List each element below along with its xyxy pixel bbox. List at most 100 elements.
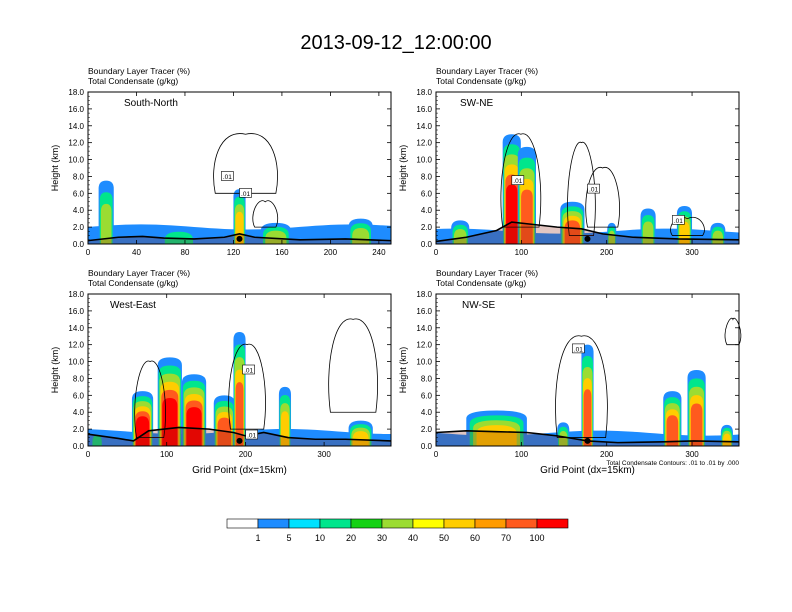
condensate-contour bbox=[228, 343, 266, 430]
colorbar-swatch bbox=[257, 518, 290, 529]
contour-label-box bbox=[221, 171, 234, 181]
panel-subtitle-line: Total Condensate (g/kg) bbox=[88, 76, 178, 86]
colorbar-label: 50 bbox=[439, 533, 449, 543]
contour-label-box bbox=[587, 183, 600, 194]
figure-title: 2013-09-12_12:00:00 bbox=[300, 32, 492, 54]
condensate-contour bbox=[670, 216, 705, 236]
y-tick-label: 2.0 bbox=[421, 223, 433, 232]
y-axis-label: Height (km) bbox=[50, 145, 60, 192]
y-tick-label: 14.0 bbox=[68, 324, 84, 333]
y-tick-label: 0.0 bbox=[421, 442, 433, 451]
y-tick-label: 18.0 bbox=[68, 88, 84, 97]
chart-panel-4: Boundary Layer Tracer (%) Total Condensat… bbox=[398, 268, 742, 476]
terrain-line bbox=[435, 221, 740, 243]
x-tick-label: 300 bbox=[685, 248, 699, 257]
colorbar-label: 70 bbox=[501, 533, 511, 543]
panel-subtitle-line: Total Condensate (g/kg) bbox=[88, 278, 178, 288]
x-tick-label: 300 bbox=[685, 450, 699, 459]
colorbar-swatch bbox=[381, 518, 414, 529]
tracer-tower bbox=[265, 230, 287, 244]
y-tick-label: 12.0 bbox=[416, 139, 432, 148]
y-tick-label: 6.0 bbox=[73, 391, 85, 400]
panel-subtitle-line: Boundary Layer Tracer (%) bbox=[436, 268, 538, 278]
x-tick-label: 200 bbox=[600, 450, 614, 459]
x-tick-label: 0 bbox=[434, 248, 439, 257]
contour-label: .01 bbox=[223, 174, 232, 181]
y-tick-label: 8.0 bbox=[421, 374, 433, 383]
colorbar-swatch bbox=[226, 518, 259, 529]
contour-label: .01 bbox=[244, 368, 253, 375]
x-tick-label: 0 bbox=[434, 450, 439, 459]
panel-label: SW-NE bbox=[460, 98, 493, 109]
terrain-line bbox=[435, 429, 740, 444]
condensate-contour bbox=[252, 200, 279, 228]
x-tick-label: 200 bbox=[239, 450, 253, 459]
contour-label: .01 bbox=[589, 187, 598, 194]
y-tick-label: 18.0 bbox=[68, 290, 84, 299]
contour-label: .01 bbox=[241, 191, 250, 198]
tracer-tower bbox=[690, 403, 703, 446]
panel-label: West-East bbox=[110, 300, 156, 311]
y-tick-label: 2.0 bbox=[421, 425, 433, 434]
panel-label: NW-SE bbox=[462, 300, 495, 311]
y-tick-label: 4.0 bbox=[73, 206, 85, 215]
chart-panel-3: Boundary Layer Tracer (%)Total Condensat… bbox=[50, 268, 392, 476]
x-tick-label: 120 bbox=[227, 248, 241, 257]
x-tick-label: 200 bbox=[600, 248, 614, 257]
y-tick-label: 4.0 bbox=[421, 408, 433, 417]
y-tick-label: 16.0 bbox=[68, 105, 84, 114]
tracer-tower bbox=[506, 184, 518, 244]
colorbar-swatch bbox=[319, 518, 352, 529]
y-tick-label: 8.0 bbox=[73, 374, 85, 383]
panel-subtitle-line: Total Condensate (g/kg) bbox=[436, 76, 526, 86]
condensate-contour bbox=[500, 133, 542, 228]
colorbar-swatch bbox=[536, 518, 569, 529]
location-marker bbox=[236, 235, 243, 242]
y-tick-label: 16.0 bbox=[68, 307, 84, 316]
location-marker bbox=[584, 235, 591, 242]
y-axis-label: Height (km) bbox=[398, 145, 408, 192]
tracer-tower bbox=[722, 433, 731, 446]
colorbar-swatch bbox=[505, 518, 538, 529]
tracer-tower bbox=[92, 434, 102, 446]
y-tick-label: 0.0 bbox=[421, 240, 433, 249]
x-axis-label: Grid Point (dx=15km) bbox=[192, 465, 287, 476]
condensate-contour bbox=[328, 318, 378, 413]
x-tick-label: 200 bbox=[324, 248, 338, 257]
contour-label-box bbox=[572, 343, 585, 354]
colorbar-label: 20 bbox=[346, 533, 356, 543]
tracer-tower bbox=[235, 382, 244, 446]
x-axis-label: Grid Point (dx=15km) bbox=[540, 465, 635, 476]
condensate-contour bbox=[567, 142, 596, 236]
contour-label-box bbox=[672, 215, 685, 225]
contour-label-box bbox=[239, 188, 252, 198]
tracer-tower bbox=[352, 431, 369, 446]
x-tick-label: 240 bbox=[372, 248, 386, 257]
contour-footnote: Total Condensate Contours: .01 to .01 by… bbox=[606, 460, 739, 467]
colorbar-label: 5 bbox=[286, 533, 291, 543]
colorbar: 1 5 10 20 30 40 50 60 70 100 bbox=[226, 518, 569, 543]
contour-label: .01 bbox=[513, 178, 522, 185]
tracer-tower bbox=[453, 229, 467, 244]
x-tick-label: 0 bbox=[86, 450, 91, 459]
colorbar-label: 30 bbox=[377, 533, 387, 543]
x-tick-label: 300 bbox=[317, 450, 331, 459]
contour-label-box bbox=[242, 364, 255, 375]
y-tick-label: 10.0 bbox=[68, 358, 84, 367]
tracer-tower bbox=[135, 416, 150, 446]
condensate-contour bbox=[585, 167, 620, 228]
y-axis-label: Height (km) bbox=[50, 347, 60, 394]
y-tick-label: 6.0 bbox=[421, 189, 433, 198]
x-tick-label: 100 bbox=[515, 248, 529, 257]
tracer-tower bbox=[583, 389, 592, 446]
y-tick-label: 10.0 bbox=[68, 156, 84, 165]
y-tick-label: 8.0 bbox=[421, 172, 433, 181]
y-tick-label: 4.0 bbox=[73, 408, 85, 417]
condensate-contour bbox=[724, 317, 742, 346]
y-tick-label: 2.0 bbox=[73, 223, 85, 232]
y-tick-label: 18.0 bbox=[416, 290, 432, 299]
contour-label: .01 bbox=[247, 433, 256, 440]
colorbar-swatch bbox=[412, 518, 445, 529]
tracer-tower bbox=[476, 425, 517, 446]
y-axis-label: Height (km) bbox=[398, 347, 408, 394]
